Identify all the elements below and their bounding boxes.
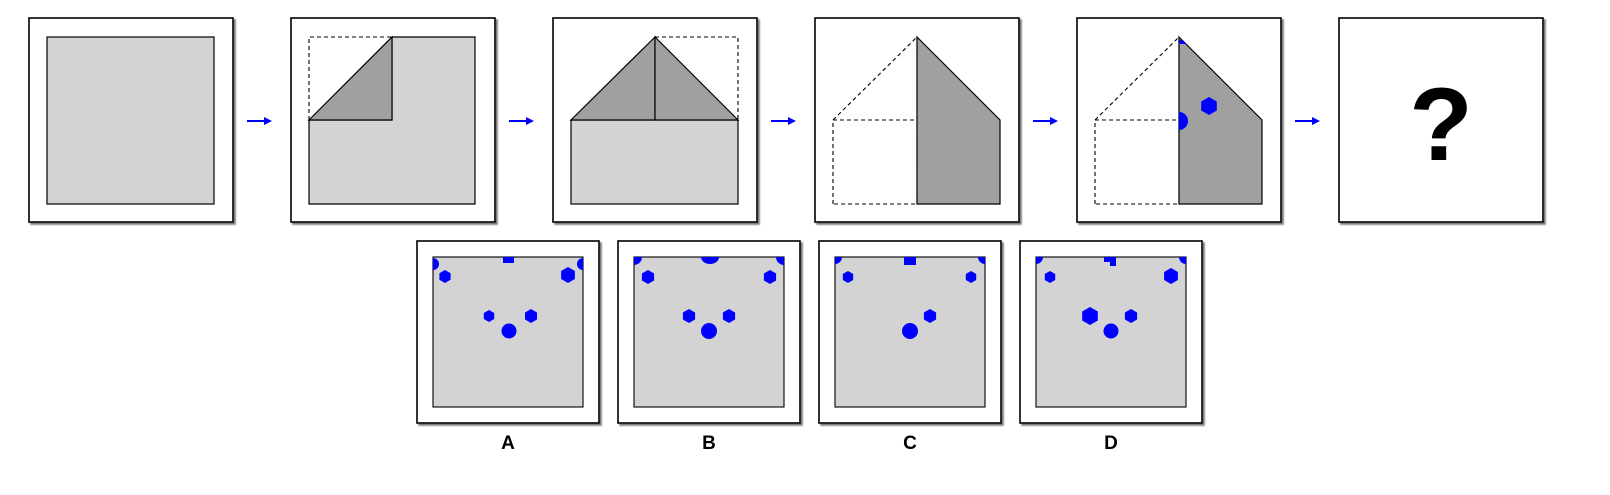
square-paper-icon (46, 36, 215, 205)
step-3-panel (552, 17, 758, 223)
step-2-panel (290, 17, 496, 223)
fold-left-half-icon (916, 35, 1001, 205)
option-b-holes (634, 257, 784, 339)
fold-top-right-corner-icon (654, 35, 740, 121)
fold-dashed-outline (1094, 35, 1180, 205)
right-arrow-icon (509, 117, 534, 125)
right-arrow-icon (247, 117, 272, 125)
question-panel: ? (1338, 17, 1544, 223)
hole-half-circle (1179, 112, 1188, 130)
option-b-label: B (702, 433, 716, 454)
fold-top-left-corner-icon (307, 35, 393, 121)
option-d-label: D (1104, 433, 1118, 454)
step-1-panel (28, 17, 234, 223)
option-c-label: C (903, 433, 917, 454)
paper-remaining (570, 119, 739, 205)
question-mark: ? (1409, 67, 1473, 183)
hole-hexagon (1201, 97, 1217, 115)
option-c[interactable] (818, 240, 1002, 424)
option-d-holes (1036, 257, 1186, 339)
fold-dashed-outline (832, 35, 918, 205)
right-arrow-icon (1033, 117, 1058, 125)
right-arrow-icon (771, 117, 796, 125)
option-d[interactable] (1019, 240, 1203, 424)
question-frame (1338, 17, 1544, 223)
folded-paper (1178, 35, 1263, 205)
option-b[interactable] (617, 240, 801, 424)
right-arrow-icon (1295, 117, 1320, 125)
step-5-panel (1076, 17, 1282, 223)
option-a-holes (433, 257, 583, 339)
option-a-label: A (501, 433, 515, 454)
step-4-panel (814, 17, 1020, 223)
hole-top-edge (1179, 39, 1186, 44)
option-a[interactable] (416, 240, 600, 424)
option-c-holes (835, 257, 985, 339)
punched-holes-icon (1179, 39, 1217, 130)
